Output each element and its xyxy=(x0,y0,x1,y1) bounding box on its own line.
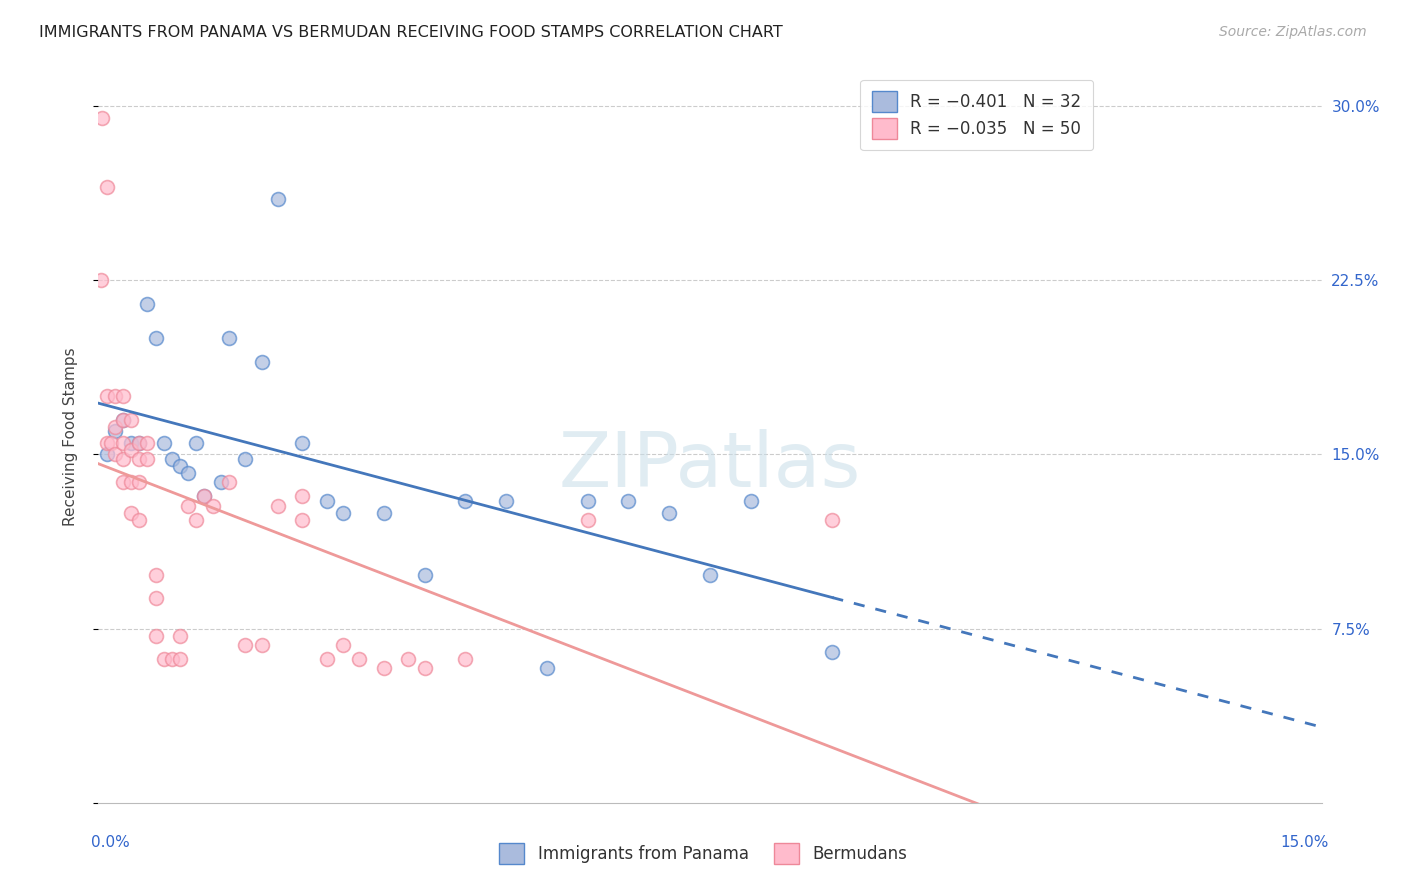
Point xyxy=(291,512,314,526)
Text: ZIPatlas: ZIPatlas xyxy=(558,429,862,503)
Point xyxy=(233,452,256,467)
Point xyxy=(120,436,142,450)
Point xyxy=(104,448,127,462)
Point xyxy=(233,638,256,652)
Point xyxy=(111,389,134,403)
Point xyxy=(169,459,191,474)
Point xyxy=(267,499,290,513)
Point xyxy=(177,466,200,480)
Text: IMMIGRANTS FROM PANAMA VS BERMUDAN RECEIVING FOOD STAMPS CORRELATION CHART: IMMIGRANTS FROM PANAMA VS BERMUDAN RECEI… xyxy=(39,25,783,40)
Point xyxy=(136,296,159,310)
Point xyxy=(160,452,183,467)
Point xyxy=(186,436,208,450)
Point xyxy=(821,645,844,659)
Point xyxy=(104,424,127,438)
Point xyxy=(120,442,142,457)
Point xyxy=(193,489,215,503)
Point xyxy=(111,452,134,467)
Point xyxy=(120,412,142,426)
Point xyxy=(413,661,436,675)
Point xyxy=(186,512,208,526)
Point xyxy=(209,475,232,490)
Point xyxy=(160,652,183,666)
Point xyxy=(145,331,167,345)
Point xyxy=(145,568,167,582)
Point xyxy=(100,436,122,450)
Point xyxy=(128,512,150,526)
Point xyxy=(104,389,127,403)
Point xyxy=(136,436,159,450)
Point xyxy=(291,489,314,503)
Point xyxy=(111,436,134,450)
Point xyxy=(349,652,371,666)
Point xyxy=(104,419,127,434)
Point xyxy=(177,499,200,513)
Point xyxy=(536,661,558,675)
Point xyxy=(96,436,118,450)
Point xyxy=(152,652,174,666)
Point xyxy=(145,591,167,606)
Point xyxy=(120,506,142,520)
Legend: R = −0.401   N = 32, R = −0.035   N = 50: R = −0.401 N = 32, R = −0.035 N = 50 xyxy=(860,79,1092,151)
Point xyxy=(111,475,134,490)
Point xyxy=(193,489,215,503)
Point xyxy=(250,638,273,652)
Point xyxy=(267,192,290,206)
Point xyxy=(291,436,314,450)
Y-axis label: Receiving Food Stamps: Receiving Food Stamps xyxy=(63,348,77,526)
Point xyxy=(96,448,118,462)
Point xyxy=(96,180,118,194)
Point xyxy=(413,568,436,582)
Point xyxy=(658,506,681,520)
Point xyxy=(96,389,118,403)
Point xyxy=(120,475,142,490)
Point xyxy=(315,652,337,666)
Point xyxy=(218,331,240,345)
Point xyxy=(740,494,762,508)
Point xyxy=(128,436,150,450)
Point xyxy=(250,354,273,368)
Point xyxy=(145,629,167,643)
Point xyxy=(332,506,354,520)
Point xyxy=(128,452,150,467)
Point xyxy=(152,436,174,450)
Point xyxy=(169,629,191,643)
Point xyxy=(91,111,114,125)
Point xyxy=(332,638,354,652)
Point xyxy=(128,436,150,450)
Point xyxy=(373,661,395,675)
Point xyxy=(821,512,844,526)
Point xyxy=(373,506,395,520)
Point xyxy=(495,494,517,508)
Point xyxy=(576,512,599,526)
Point xyxy=(201,499,224,513)
Legend: Immigrants from Panama, Bermudans: Immigrants from Panama, Bermudans xyxy=(492,837,914,871)
Point xyxy=(169,652,191,666)
Text: 0.0%: 0.0% xyxy=(91,836,131,850)
Text: Source: ZipAtlas.com: Source: ZipAtlas.com xyxy=(1219,25,1367,39)
Text: 15.0%: 15.0% xyxy=(1281,836,1329,850)
Point xyxy=(111,412,134,426)
Point xyxy=(576,494,599,508)
Point xyxy=(454,494,477,508)
Point xyxy=(454,652,477,666)
Point xyxy=(90,273,112,287)
Point xyxy=(617,494,640,508)
Point xyxy=(396,652,419,666)
Point xyxy=(315,494,337,508)
Point xyxy=(136,452,159,467)
Point xyxy=(218,475,240,490)
Point xyxy=(128,475,150,490)
Point xyxy=(699,568,721,582)
Point xyxy=(111,412,134,426)
